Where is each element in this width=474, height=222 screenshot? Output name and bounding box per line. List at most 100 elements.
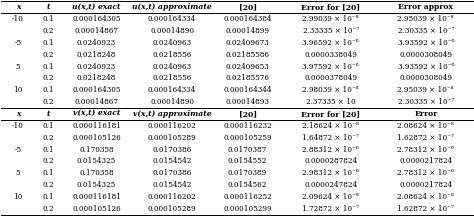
Text: 0.000164344: 0.000164344 bbox=[223, 86, 272, 94]
Text: [20]: [20] bbox=[238, 3, 256, 11]
Text: v(x,t) approximate: v(x,t) approximate bbox=[133, 110, 211, 118]
Text: 0.000105289: 0.000105289 bbox=[148, 205, 196, 213]
Text: 0.000105259: 0.000105259 bbox=[223, 134, 272, 142]
Text: 0.000116232: 0.000116232 bbox=[223, 122, 272, 130]
Text: 0.000116202: 0.000116202 bbox=[148, 193, 196, 201]
Text: 0.0000217824: 0.0000217824 bbox=[399, 181, 452, 189]
Text: 0.0170389: 0.0170389 bbox=[228, 169, 267, 177]
Text: 2.95039 × 10⁻⁸: 2.95039 × 10⁻⁸ bbox=[398, 86, 454, 94]
Text: 0.170358: 0.170358 bbox=[79, 169, 114, 177]
Text: 0.00014890: 0.00014890 bbox=[150, 98, 194, 106]
Text: -10: -10 bbox=[12, 122, 24, 130]
Text: 2.08624 × 10⁻⁸: 2.08624 × 10⁻⁸ bbox=[397, 193, 454, 201]
Text: 10: 10 bbox=[13, 193, 23, 201]
Text: 2.88312 × 10⁻⁶: 2.88312 × 10⁻⁶ bbox=[302, 145, 359, 153]
Text: 2.08624 × 10⁻⁸: 2.08624 × 10⁻⁸ bbox=[397, 122, 454, 130]
Text: 0.0000338049: 0.0000338049 bbox=[304, 51, 357, 59]
Text: 0.0170386: 0.0170386 bbox=[153, 169, 191, 177]
Text: 0.0240963: 0.0240963 bbox=[153, 39, 191, 47]
Text: 0.00014890: 0.00014890 bbox=[150, 27, 194, 35]
Text: 2.09624 × 10⁻⁸: 2.09624 × 10⁻⁸ bbox=[302, 193, 359, 201]
Text: 2.30335 × 10⁻⁷: 2.30335 × 10⁻⁷ bbox=[398, 27, 454, 35]
Text: 0.0240963: 0.0240963 bbox=[153, 63, 191, 71]
Text: 1.64872 × 10⁻⁷: 1.64872 × 10⁻⁷ bbox=[302, 134, 359, 142]
Text: 2.30335 × 10⁻⁷: 2.30335 × 10⁻⁷ bbox=[398, 98, 454, 106]
Text: 2.78312 × 10⁻⁶: 2.78312 × 10⁻⁶ bbox=[397, 169, 454, 177]
Text: 0.2: 0.2 bbox=[43, 157, 54, 165]
Text: 0.2: 0.2 bbox=[43, 134, 54, 142]
Text: 3.93592 × 10⁻⁶: 3.93592 × 10⁻⁶ bbox=[398, 63, 454, 71]
Text: 0.0154552: 0.0154552 bbox=[228, 157, 267, 165]
Text: -10: -10 bbox=[12, 15, 24, 23]
Text: x: x bbox=[16, 110, 20, 118]
Text: 0.0154325: 0.0154325 bbox=[77, 157, 116, 165]
Text: 0.000105126: 0.000105126 bbox=[72, 134, 121, 142]
Text: 10: 10 bbox=[13, 86, 23, 94]
Text: 0.000105126: 0.000105126 bbox=[72, 205, 121, 213]
Text: 0.2: 0.2 bbox=[43, 74, 54, 82]
Text: 0.0000247824: 0.0000247824 bbox=[304, 181, 357, 189]
Text: 1.62872 × 10⁻⁷: 1.62872 × 10⁻⁷ bbox=[397, 205, 454, 213]
Text: Error approx: Error approx bbox=[398, 3, 453, 11]
Text: 2.33335 × 10⁻⁷: 2.33335 × 10⁻⁷ bbox=[302, 27, 359, 35]
Text: 0.00014867: 0.00014867 bbox=[74, 98, 118, 106]
Text: 0.0240923: 0.0240923 bbox=[77, 39, 116, 47]
Text: 3.96592 × 10⁻⁶: 3.96592 × 10⁻⁶ bbox=[302, 39, 359, 47]
Text: t: t bbox=[46, 3, 50, 11]
Text: 0.0000287824: 0.0000287824 bbox=[304, 157, 357, 165]
Text: 0.0218248: 0.0218248 bbox=[77, 74, 116, 82]
Text: 0.00014899: 0.00014899 bbox=[226, 27, 270, 35]
Text: 0.1: 0.1 bbox=[42, 63, 54, 71]
Text: 1.72872 × 10⁻⁷: 1.72872 × 10⁻⁷ bbox=[302, 205, 359, 213]
Text: u(x,t) approximate: u(x,t) approximate bbox=[132, 3, 212, 11]
Text: 0.1: 0.1 bbox=[42, 122, 54, 130]
Text: 0.1: 0.1 bbox=[42, 169, 54, 177]
Text: 0.1: 0.1 bbox=[42, 86, 54, 94]
Text: 0.000116252: 0.000116252 bbox=[223, 193, 272, 201]
Text: 2.37335 × 10: 2.37335 × 10 bbox=[306, 98, 356, 106]
Text: 0.000105289: 0.000105289 bbox=[148, 134, 196, 142]
Text: Error for [20]: Error for [20] bbox=[301, 110, 360, 118]
Text: 0.000116181: 0.000116181 bbox=[72, 193, 121, 201]
Text: 0.02185586: 0.02185586 bbox=[226, 51, 270, 59]
Text: 0.000164305: 0.000164305 bbox=[73, 86, 121, 94]
Text: 0.000164305: 0.000164305 bbox=[73, 15, 121, 23]
Text: 0.0000378049: 0.0000378049 bbox=[304, 74, 357, 82]
Text: 0.0218248: 0.0218248 bbox=[77, 51, 116, 59]
Text: 0.000116202: 0.000116202 bbox=[148, 122, 196, 130]
Text: 0.02409653: 0.02409653 bbox=[226, 63, 269, 71]
Text: 0.2: 0.2 bbox=[43, 98, 54, 106]
Text: -5: -5 bbox=[14, 145, 21, 153]
Text: x: x bbox=[16, 3, 20, 11]
Text: Error for [20]: Error for [20] bbox=[301, 3, 360, 11]
Text: 1.62872 × 10⁻⁷: 1.62872 × 10⁻⁷ bbox=[397, 134, 454, 142]
Text: 0.0154562: 0.0154562 bbox=[228, 181, 267, 189]
Text: 2.98312 × 10⁻⁶: 2.98312 × 10⁻⁶ bbox=[302, 169, 359, 177]
Text: 0.170358: 0.170358 bbox=[79, 145, 114, 153]
Text: 0.1: 0.1 bbox=[42, 193, 54, 201]
Text: 0.000164334: 0.000164334 bbox=[148, 86, 196, 94]
Text: 0.000164334: 0.000164334 bbox=[148, 15, 196, 23]
Text: 0.0154542: 0.0154542 bbox=[152, 181, 192, 189]
Text: 2.18624 × 10⁻⁸: 2.18624 × 10⁻⁸ bbox=[302, 122, 359, 130]
Text: 2.95039 × 10⁻⁸: 2.95039 × 10⁻⁸ bbox=[398, 15, 454, 23]
Text: 0.1: 0.1 bbox=[42, 145, 54, 153]
Text: 0.00014867: 0.00014867 bbox=[74, 27, 118, 35]
Text: 0.0240923: 0.0240923 bbox=[77, 63, 116, 71]
Text: 0.0000217824: 0.0000217824 bbox=[399, 157, 452, 165]
Text: 0.000116181: 0.000116181 bbox=[72, 122, 121, 130]
Text: 0.0000308049: 0.0000308049 bbox=[399, 74, 452, 82]
Text: 0.2: 0.2 bbox=[43, 181, 54, 189]
Text: 0.1: 0.1 bbox=[42, 15, 54, 23]
Text: 3.97592 × 10⁻⁶: 3.97592 × 10⁻⁶ bbox=[302, 63, 359, 71]
Text: 0.02409673: 0.02409673 bbox=[226, 39, 269, 47]
Text: 0.0154542: 0.0154542 bbox=[152, 157, 192, 165]
Text: 5: 5 bbox=[16, 63, 20, 71]
Text: 0.02185576: 0.02185576 bbox=[226, 74, 270, 82]
Text: 5: 5 bbox=[16, 169, 20, 177]
Text: 2.98039 × 10⁻⁸: 2.98039 × 10⁻⁸ bbox=[302, 86, 359, 94]
Text: 0.0170386: 0.0170386 bbox=[153, 145, 191, 153]
Text: 2.99039 × 10⁻⁸: 2.99039 × 10⁻⁸ bbox=[302, 15, 359, 23]
Text: v(x,t) exact: v(x,t) exact bbox=[73, 110, 120, 118]
Text: 0.00014893: 0.00014893 bbox=[226, 98, 270, 106]
